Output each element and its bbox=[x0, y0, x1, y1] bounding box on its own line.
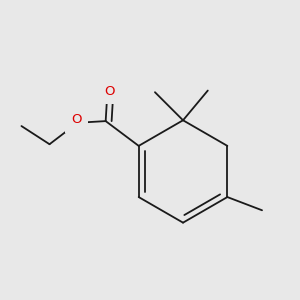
Text: O: O bbox=[105, 85, 115, 98]
Text: O: O bbox=[71, 113, 82, 126]
